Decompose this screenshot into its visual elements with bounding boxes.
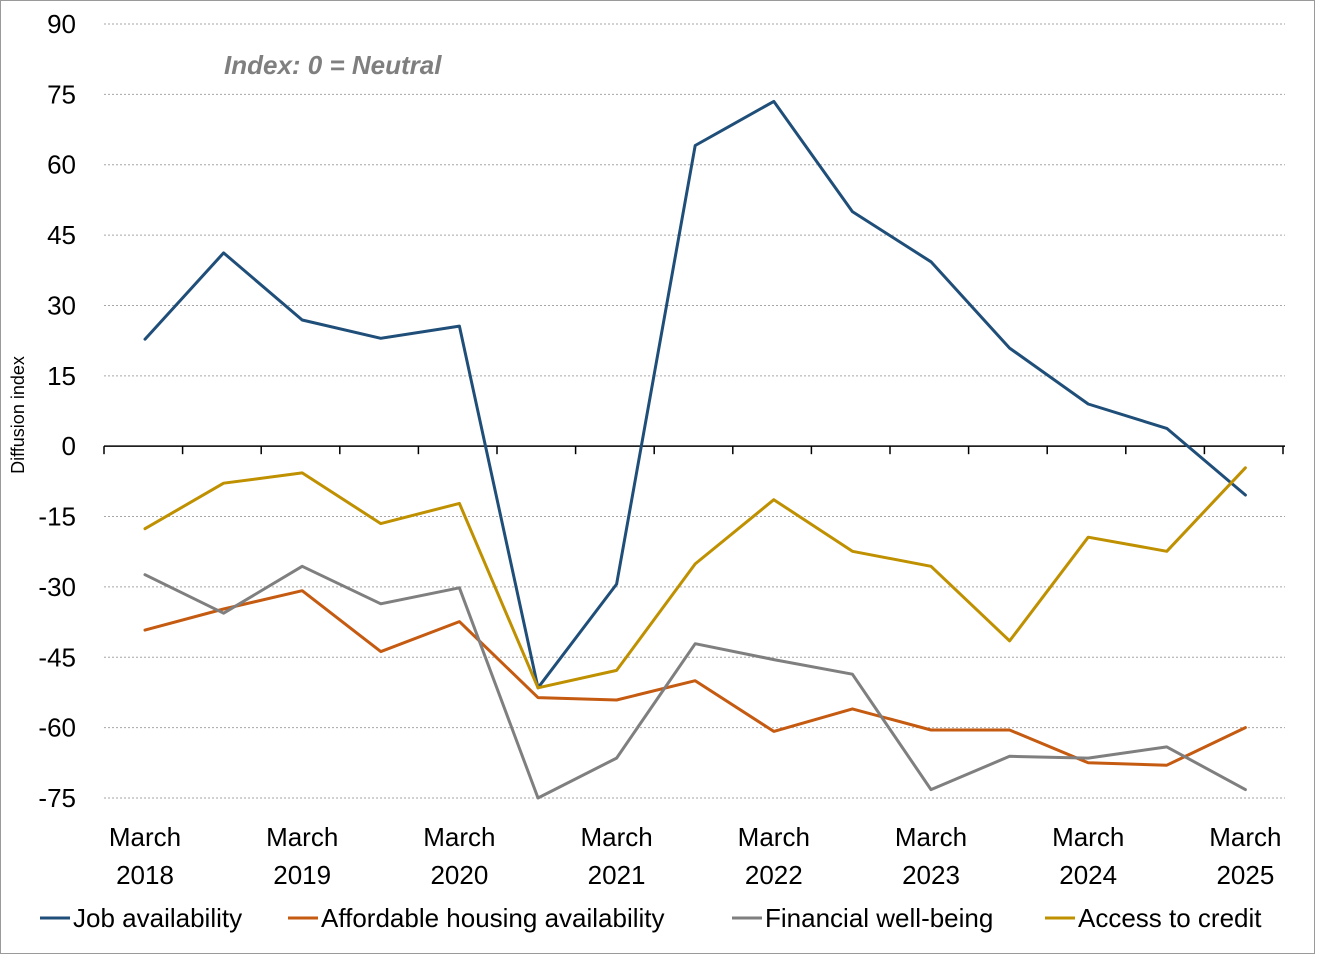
chart-annotation: Index: 0 = Neutral: [224, 50, 442, 80]
x-tick-label-month: March: [738, 822, 810, 852]
x-tick-label-year: 2024: [1059, 860, 1117, 890]
y-tick-label: 30: [47, 290, 76, 320]
series-lines: [143, 99, 1247, 800]
y-tick-label: 60: [47, 150, 76, 180]
series-line-financial-well-being: [143, 564, 1247, 800]
series-line-access-to-credit: [143, 466, 1247, 690]
x-tick-label-year: 2020: [430, 860, 488, 890]
y-tick-label: 15: [47, 361, 76, 391]
zero-axis: [103, 445, 1285, 455]
y-axis-tick-labels: 90 75 60 45 30 15 0 -15 -30 -45 -60 -75: [38, 9, 76, 813]
y-tick-label: 45: [47, 220, 76, 250]
y-tick-label: -75: [38, 783, 76, 813]
x-tick-label-year: 2023: [902, 860, 960, 890]
legend-label: Access to credit: [1078, 903, 1262, 933]
x-tick-label-month: March: [109, 822, 181, 852]
x-tick-label-year: 2022: [745, 860, 803, 890]
x-tick-label-month: March: [895, 822, 967, 852]
y-tick-label: 90: [47, 9, 76, 39]
x-axis-tick-labels: March 2018 March 2019 March 2020 March 2021 Marc…: [109, 822, 1282, 890]
y-tick-label: 0: [62, 431, 76, 461]
gridlines: [104, 23, 1285, 799]
y-tick-label: -60: [38, 713, 76, 743]
legend-label: Affordable housing availability: [321, 903, 665, 933]
x-tick-label-month: March: [580, 822, 652, 852]
y-tick-label: 75: [47, 79, 76, 109]
series-line-job-availability: [143, 99, 1247, 690]
y-tick-label: -30: [38, 572, 76, 602]
x-tick-label-month: March: [423, 822, 495, 852]
x-tick-label-year: 2021: [588, 860, 646, 890]
y-tick-label: -45: [38, 642, 76, 672]
series-line-affordable-housing-availability: [143, 589, 1247, 767]
y-axis-label: Diffusion index: [8, 356, 28, 474]
legend-label: Financial well-being: [765, 903, 993, 933]
x-tick-label-year: 2025: [1216, 860, 1274, 890]
y-tick-label: -15: [38, 502, 76, 532]
legend-label: Job availability: [73, 903, 242, 933]
x-tick-label-month: March: [1209, 822, 1281, 852]
x-tick-label-year: 2019: [273, 860, 331, 890]
x-tick-label-year: 2018: [116, 860, 174, 890]
x-tick-label-month: March: [266, 822, 338, 852]
legend: Job availability Affordable housing avail…: [40, 903, 1262, 933]
x-tick-label-month: March: [1052, 822, 1124, 852]
